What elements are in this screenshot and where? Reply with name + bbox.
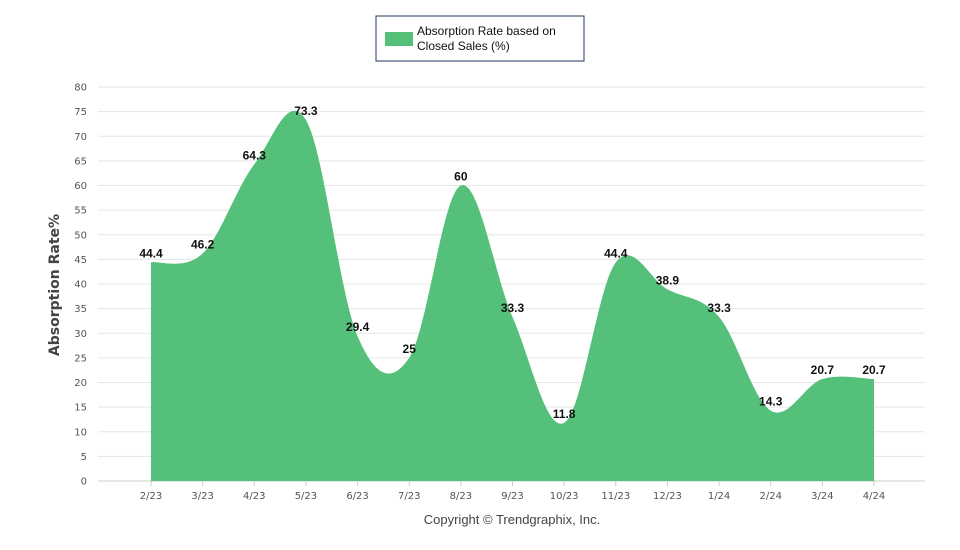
data-label: 44.4 — [604, 246, 628, 260]
data-label: 14.3 — [759, 395, 783, 409]
x-tick-label: 6/23 — [346, 491, 368, 502]
y-tick-label: 30 — [74, 329, 87, 340]
legend-swatch — [385, 32, 413, 46]
x-tick-label: 9/23 — [501, 491, 523, 502]
legend[interactable]: Absorption Rate based on Closed Sales (%… — [375, 15, 585, 62]
x-tick-label: 1/24 — [708, 491, 730, 502]
x-tick-label: 7/23 — [398, 491, 420, 502]
x-tick-label: 5/23 — [295, 491, 317, 502]
x-tick-label: 3/24 — [811, 491, 833, 502]
x-tick-label: 4/24 — [863, 491, 885, 502]
y-tick-label: 70 — [74, 132, 87, 143]
x-tick-label: 10/23 — [550, 491, 579, 502]
data-label: 33.3 — [707, 301, 731, 315]
x-axis-ticks: 2/23 3/23 4/23 5/23 6/23 7/23 8/23 9/23 10/23 11/… — [140, 481, 885, 502]
series-area-absorption-rate — [151, 110, 874, 481]
x-tick-label: 12/23 — [653, 491, 682, 502]
y-tick-label: 10 — [74, 427, 87, 438]
y-tick-label: 50 — [74, 230, 87, 241]
y-tick-label: 5 — [81, 452, 87, 463]
data-label: 25 — [403, 342, 417, 356]
y-tick-label: 60 — [74, 181, 87, 192]
y-tick-label: 35 — [74, 304, 87, 315]
copyright-text: Copyright © Trendgraphix, Inc. — [424, 512, 601, 527]
data-label: 33.3 — [501, 301, 525, 315]
data-label: 64.3 — [243, 148, 267, 162]
y-axis-ticks: 0 5 10 15 20 25 30 35 40 45 50 55 60 65 70 75 80 — [74, 83, 87, 488]
y-tick-label: 80 — [74, 83, 87, 94]
data-labels: 44.4 46.2 64.3 73.3 29.4 25 60 33.3 11.8 44.4 38.9… — [139, 104, 886, 421]
y-tick-label: 75 — [74, 107, 87, 118]
y-tick-label: 15 — [74, 403, 87, 414]
data-label: 29.4 — [346, 320, 370, 334]
y-tick-label: 25 — [74, 353, 87, 364]
data-label: 44.4 — [139, 246, 163, 260]
data-label: 38.9 — [656, 273, 680, 287]
data-label: 20.7 — [811, 363, 835, 377]
y-axis-title: Absorption Rate% — [47, 214, 63, 356]
y-tick-label: 45 — [74, 255, 87, 266]
x-tick-label: 8/23 — [450, 491, 472, 502]
legend-label-line1: Absorption Rate based on — [417, 24, 556, 38]
data-label: 20.7 — [862, 363, 886, 377]
data-label: 73.3 — [294, 104, 318, 118]
y-tick-label: 20 — [74, 378, 87, 389]
y-tick-label: 0 — [81, 477, 87, 488]
data-label: 46.2 — [191, 237, 215, 251]
data-label: 60 — [454, 170, 468, 184]
legend-label-line2: Closed Sales (%) — [417, 39, 510, 53]
y-tick-label: 65 — [74, 156, 87, 167]
x-tick-label: 2/23 — [140, 491, 162, 502]
x-tick-label: 3/23 — [191, 491, 213, 502]
y-tick-label: 40 — [74, 280, 87, 291]
y-tick-label: 55 — [74, 206, 87, 217]
x-tick-label: 4/23 — [243, 491, 265, 502]
data-label: 11.8 — [553, 407, 576, 421]
x-tick-label: 11/23 — [601, 491, 630, 502]
x-tick-label: 2/24 — [759, 491, 781, 502]
